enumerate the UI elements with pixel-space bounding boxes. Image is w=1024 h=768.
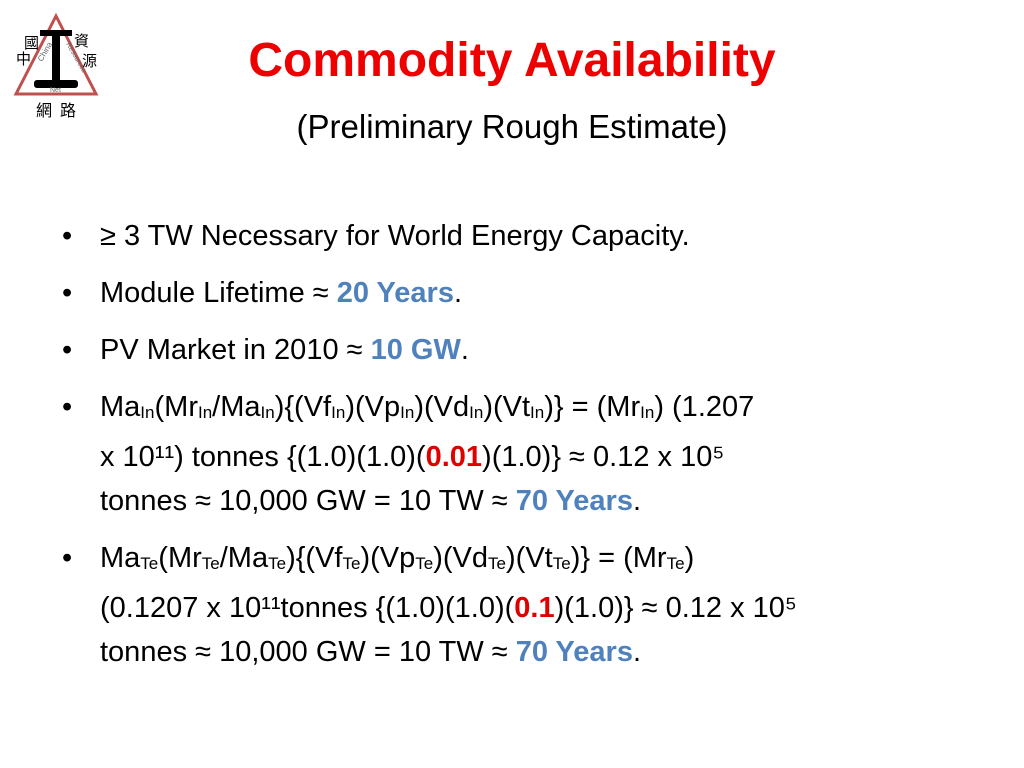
bullet-item-tellurium-formula: MaTe(MrTe/MaTe){(VfTe)(VpTe)(VdTe)(VtTe)… [62,536,982,674]
highlight-value: 70 Years [515,485,633,517]
logo-char: 網 [36,102,52,120]
slide-subtitle: (Preliminary Rough Estimate) [296,108,728,145]
highlight-red-value: 0.01 [425,441,483,473]
logo-text-net: Net [50,87,61,94]
bullet-item-energy-capacity: ≥ 3 TW Necessary for World Energy Capaci… [62,214,982,258]
bullet-item-module-lifetime: Module Lifetime ≈ 20 Years. [62,271,982,315]
bullet-list: ≥ 3 TW Necessary for World Energy Capaci… [62,214,982,687]
highlight-red-value: 0.1 [514,592,555,624]
logo-char: 中 [16,51,31,68]
logo-char: 源 [82,53,97,70]
china-resources-net-logo: China Resources Net 中 國 資 源 網 路 [10,12,102,124]
highlight-value: 10 GW [370,334,461,366]
highlight-value: 70 Years [515,636,633,668]
logo-char: 國 [24,35,39,52]
bullet-item-pv-market: PV Market in 2010 ≈ 10 GW. [62,328,982,372]
logo-pillar [52,34,60,82]
logo-char: 資 [74,33,89,50]
highlight-value: 20 Years [336,277,454,309]
logo-char: 路 [60,102,76,120]
bullet-item-indium-formula: MaIn(MrIn/MaIn){(VfIn)(VpIn)(VdIn)(VtIn)… [62,385,982,523]
slide-title: Commodity Availability [248,34,776,87]
